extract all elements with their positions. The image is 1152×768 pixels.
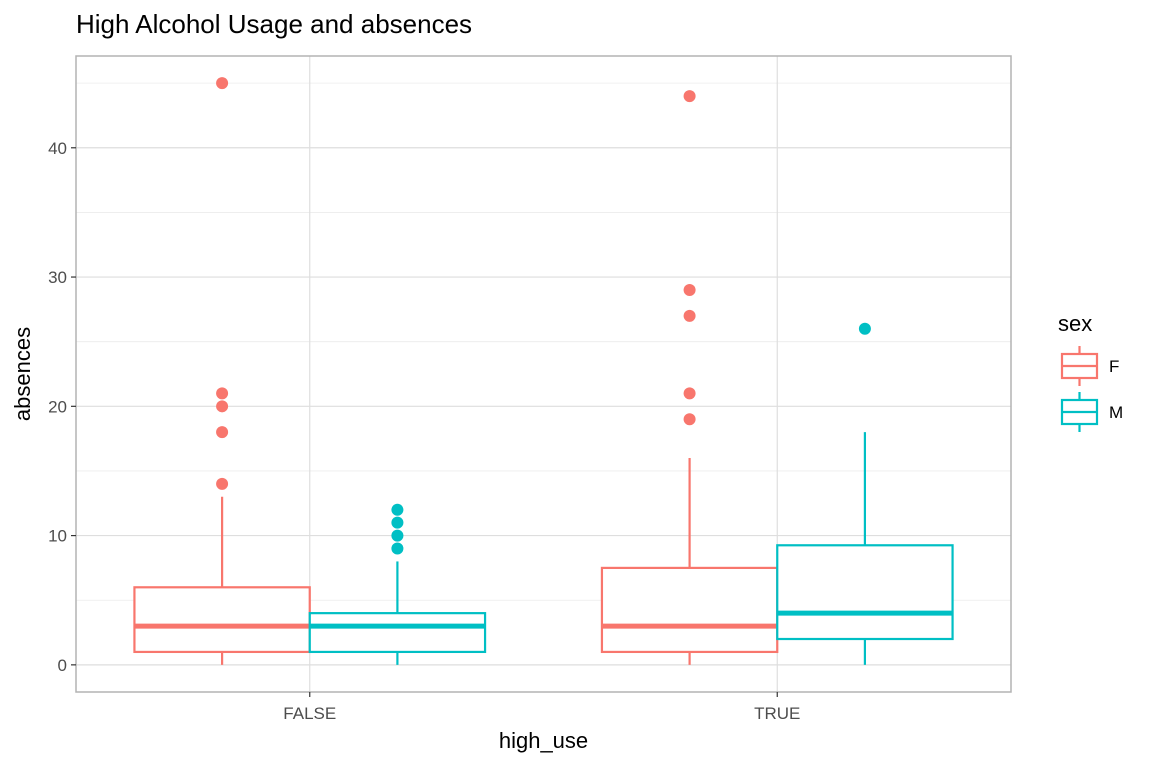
legend-label: F	[1109, 357, 1119, 376]
outlier-point	[683, 387, 696, 400]
outlier-point	[391, 529, 404, 542]
box-F-FALSE	[133, 77, 311, 665]
y-axis-title: absences	[10, 327, 35, 421]
legend-key-M	[1060, 392, 1099, 432]
outlier-point	[216, 426, 229, 439]
y-tick-label: 20	[48, 397, 67, 416]
outlier-point	[391, 542, 404, 555]
outlier-point	[683, 283, 696, 296]
x-axis-title: high_use	[499, 728, 588, 753]
legend-title: sex	[1058, 311, 1092, 336]
box-F-TRUE	[600, 90, 779, 665]
box-iqr	[776, 544, 954, 641]
outlier-point	[216, 387, 229, 400]
box-iqr	[308, 612, 487, 654]
outlier-point	[216, 400, 229, 413]
box-iqr	[133, 586, 311, 654]
legend-label: M	[1109, 403, 1123, 422]
y-tick-label: 0	[58, 656, 67, 675]
box-M-FALSE	[308, 503, 487, 665]
x-axis: FALSE TRUE	[283, 692, 800, 723]
plot-border	[75, 55, 1012, 693]
boxes-layer	[133, 77, 954, 665]
outlier-point	[858, 322, 871, 335]
legend-key-F	[1060, 346, 1099, 386]
outlier-point	[216, 77, 229, 90]
outlier-point	[683, 90, 696, 103]
chart-title: High Alcohol Usage and absences	[76, 9, 472, 39]
outlier-point	[216, 477, 229, 490]
major-gridlines	[76, 56, 1011, 692]
outlier-point	[683, 309, 696, 322]
legend: sex F M	[1058, 311, 1123, 432]
box-iqr	[600, 566, 779, 654]
y-tick-label: 10	[48, 527, 67, 546]
x-tick-label: TRUE	[754, 704, 800, 723]
y-tick-label: 30	[48, 268, 67, 287]
box-M-TRUE	[776, 322, 954, 665]
y-tick-label: 40	[48, 139, 67, 158]
x-tick-label: FALSE	[283, 704, 336, 723]
outlier-point	[391, 503, 404, 516]
outlier-point	[683, 413, 696, 426]
outlier-point	[391, 516, 404, 529]
y-axis: 0 10 20 30 40	[48, 139, 76, 675]
